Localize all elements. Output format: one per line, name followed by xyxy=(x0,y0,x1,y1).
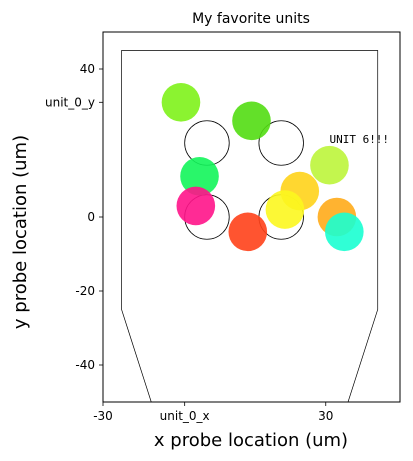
annotation-text: UNIT 6!!! xyxy=(329,133,389,146)
y-tick-label: -20 xyxy=(75,284,95,298)
y-tick-label: unit_0_y xyxy=(45,95,95,109)
plot-area: UNIT 6!!! xyxy=(102,31,401,403)
unit-point xyxy=(161,82,201,122)
x-tick-label: -30 xyxy=(93,409,113,423)
unit-point xyxy=(228,212,268,252)
unit-point xyxy=(265,190,305,229)
unit-point xyxy=(180,156,219,196)
x-tick-label: unit_0_x xyxy=(160,409,210,423)
unit-point xyxy=(232,101,271,141)
channel-marker xyxy=(258,120,304,166)
y-tick-label: -40 xyxy=(75,358,95,372)
x-tick-label: 30 xyxy=(318,409,333,423)
unit-point xyxy=(176,186,216,226)
chart-title: My favorite units xyxy=(192,11,310,27)
units-layer xyxy=(161,82,364,252)
y-tick-label: 0 xyxy=(87,210,95,224)
x-axis-label: x probe location (um) xyxy=(154,430,348,451)
unit-point xyxy=(325,212,364,252)
x-axis-ticks: -30 unit_0_x 30 xyxy=(93,402,333,423)
y-axis-ticks: 40 unit_0_y 0 -20 -40 xyxy=(45,62,103,372)
unit-point xyxy=(310,145,349,185)
y-axis-label: y probe location (um) xyxy=(10,135,31,329)
probe-outline xyxy=(121,50,379,403)
y-tick-label: 40 xyxy=(80,62,95,76)
annotations-layer: UNIT 6!!! xyxy=(329,133,389,146)
